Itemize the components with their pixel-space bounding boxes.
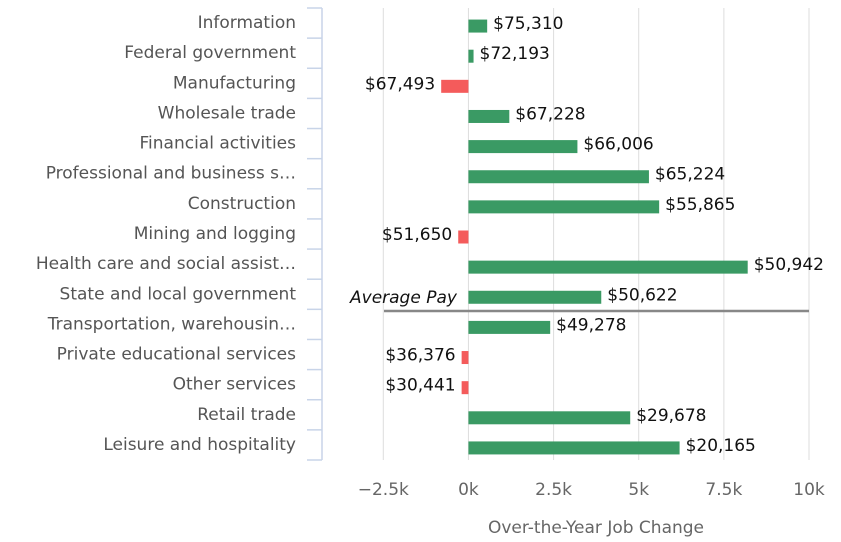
data-label: $49,278 — [556, 315, 626, 335]
y-tick-label: State and local government — [60, 284, 297, 304]
average-pay-label: Average Pay — [349, 288, 458, 308]
y-tick-label: Manufacturing — [173, 73, 296, 93]
x-axis-title: Over-the-Year Job Change — [488, 518, 704, 538]
x-tick-label: 7.5k — [705, 480, 742, 500]
y-tick-label: Health care and social assist… — [36, 254, 296, 274]
data-label: $20,165 — [686, 436, 756, 456]
data-label: $55,865 — [665, 195, 735, 215]
bar — [461, 381, 469, 395]
y-tick-label: Professional and business s… — [46, 164, 296, 184]
data-label: $50,622 — [607, 285, 677, 305]
data-label: $29,678 — [636, 406, 706, 426]
bar — [468, 320, 551, 334]
bar — [468, 109, 510, 123]
y-tick-label: Private educational services — [57, 345, 296, 365]
data-label: $67,228 — [515, 104, 585, 124]
y-tick-label: Wholesale trade — [158, 103, 296, 123]
bar — [468, 19, 488, 33]
bar — [468, 170, 649, 184]
bar — [468, 260, 748, 274]
x-tick-label: 10k — [793, 480, 825, 500]
bar — [441, 79, 469, 93]
y-tick-label: Federal government — [124, 43, 296, 63]
x-tick-label: 2.5k — [535, 480, 572, 500]
x-tick-label: 5k — [628, 480, 649, 500]
bar — [468, 290, 602, 304]
data-label: $50,942 — [754, 255, 824, 275]
x-tick-label: −2.5k — [358, 480, 409, 500]
x-tick-label: 0k — [458, 480, 479, 500]
bar — [458, 230, 469, 244]
y-tick-label: Mining and logging — [134, 224, 296, 244]
y-tick-label: Construction — [188, 194, 296, 214]
data-label: $66,006 — [583, 135, 653, 155]
y-tick-label: Financial activities — [140, 134, 297, 154]
y-tick-label: Leisure and hospitality — [103, 435, 296, 455]
y-tick-label: Information — [198, 13, 296, 33]
y-tick-label: Transportation, warehousin… — [47, 314, 296, 334]
data-label: $72,193 — [480, 44, 550, 64]
bar — [468, 441, 680, 455]
data-label: $75,310 — [493, 14, 563, 34]
data-label: $36,376 — [385, 346, 455, 366]
bar — [468, 49, 474, 63]
bar — [461, 351, 469, 365]
y-tick-label: Retail trade — [197, 405, 296, 425]
data-label: $65,224 — [655, 165, 725, 185]
data-label: $67,493 — [365, 74, 435, 94]
data-label: $51,650 — [382, 225, 452, 245]
y-tick-label: Other services — [173, 375, 297, 395]
bar — [468, 140, 578, 154]
bar — [468, 411, 631, 425]
data-label: $30,441 — [385, 376, 455, 396]
bar — [468, 200, 660, 214]
